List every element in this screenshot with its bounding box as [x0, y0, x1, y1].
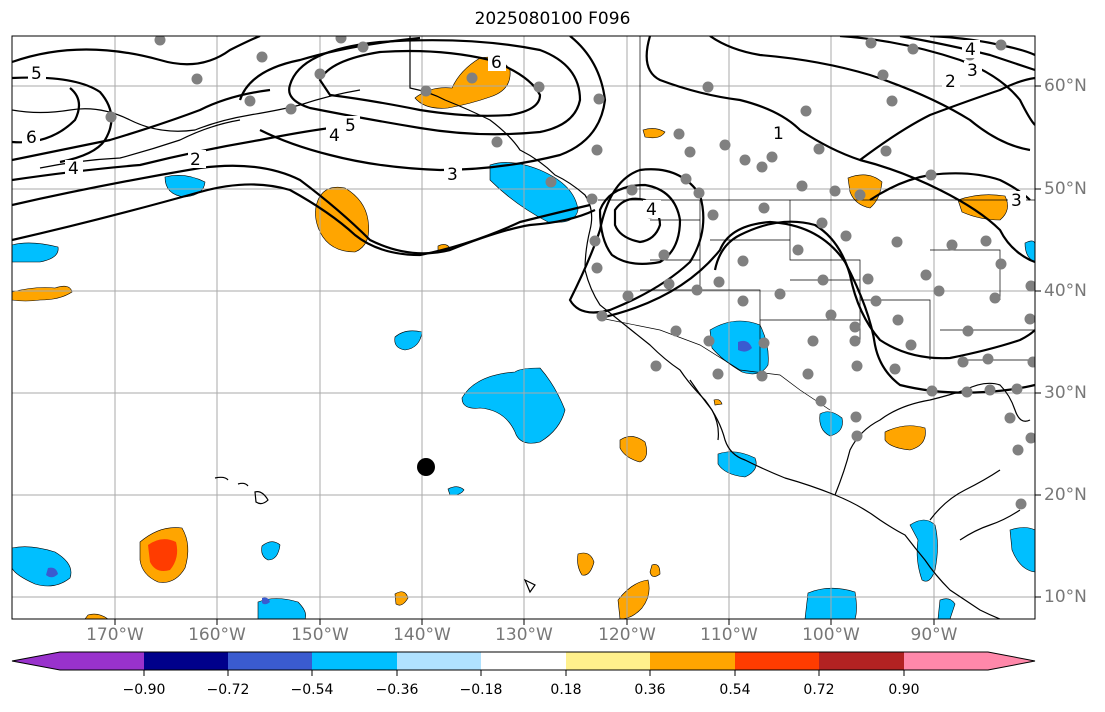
colorbar-tick-label: 0.54 — [719, 682, 751, 698]
contour-label: 4 — [965, 40, 976, 60]
colorbar-tick-label: −0.18 — [459, 682, 503, 698]
station-markers — [105, 36, 1035, 510]
colorbar-tick-label: −0.72 — [206, 682, 250, 698]
colorbar-tick-label: −0.90 — [122, 682, 166, 698]
colorbar — [11, 651, 1036, 676]
contour-label: 2 — [945, 72, 956, 92]
axis-ticks — [114, 85, 1041, 625]
lat-label: 40°N — [1044, 281, 1087, 301]
contour-label: 4 — [646, 200, 657, 220]
contour-label: 5 — [345, 116, 356, 136]
hurricane-marker — [417, 458, 435, 476]
contour-label: 6 — [26, 128, 37, 148]
lon-label: 100°W — [802, 625, 860, 645]
lat-label: 60°N — [1044, 76, 1087, 96]
colorbar-tick-label: 0.72 — [803, 682, 835, 698]
lat-label: 10°N — [1044, 587, 1087, 607]
contour-label: 4 — [329, 126, 340, 146]
contour-label: 2 — [190, 150, 201, 170]
contour-label: 4 — [68, 159, 79, 179]
lon-label: 130°W — [495, 625, 553, 645]
lon-label: 120°W — [598, 625, 656, 645]
contour-label: 5 — [31, 64, 42, 84]
lat-label: 50°N — [1044, 179, 1087, 199]
contour-label: 1 — [773, 124, 784, 144]
lat-label: 20°N — [1044, 485, 1087, 505]
map-area — [12, 36, 1035, 619]
contour-label: 3 — [447, 165, 458, 185]
map-title: 2025080100 F096 — [474, 9, 631, 29]
lon-label: 150°W — [291, 625, 349, 645]
contour-labels: 5 6 4 2 3 4 5 6 1 3 2 3 4 4 — [22, 40, 1026, 220]
anomaly-shading — [12, 56, 1035, 619]
colorbar-tick-label: −0.54 — [290, 682, 334, 698]
colorbar-tick-label: 0.18 — [550, 682, 582, 698]
lon-label: 110°W — [700, 625, 758, 645]
graticule — [12, 36, 1035, 619]
contour-label: 6 — [491, 53, 502, 73]
colorbar-tick-label: 0.90 — [888, 682, 920, 698]
lon-label: 160°W — [188, 625, 246, 645]
lon-label: 140°W — [393, 625, 451, 645]
lat-label: 30°N — [1044, 383, 1087, 403]
colorbar-tick-label: 0.36 — [634, 682, 666, 698]
lon-label: 90°W — [910, 625, 958, 645]
lon-label: 170°W — [86, 625, 144, 645]
contour-label: 3 — [1011, 191, 1022, 211]
contour-label: 3 — [967, 61, 978, 81]
colorbar-tick-label: −0.36 — [375, 682, 419, 698]
